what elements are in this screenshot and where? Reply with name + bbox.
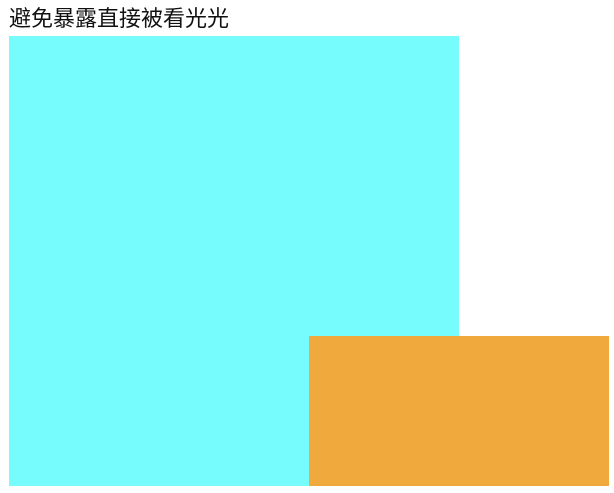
orange-box bbox=[309, 336, 609, 486]
page-heading: 避免暴露直接被看光光 bbox=[9, 7, 230, 32]
